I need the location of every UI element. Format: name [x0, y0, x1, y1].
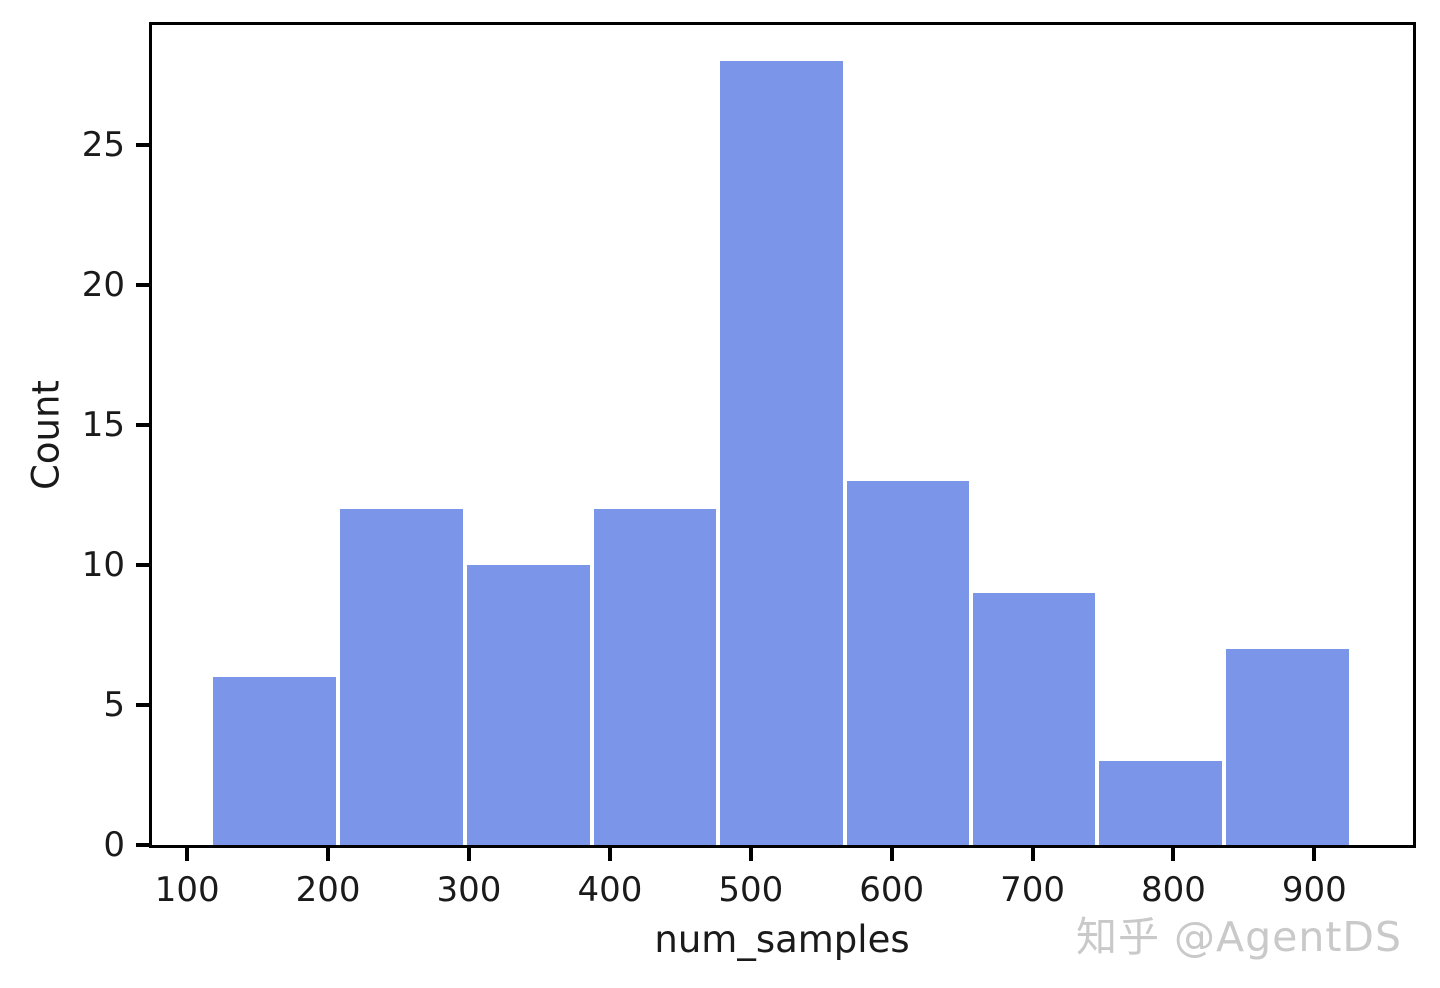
histogram-bar: [1099, 761, 1223, 845]
y-tick-label: 15: [81, 405, 125, 446]
watermark: 知乎 @AgentDS: [1076, 913, 1402, 961]
histogram-bar: [339, 509, 463, 845]
y-tick-mark: [136, 423, 149, 428]
x-tick-mark: [607, 848, 612, 861]
x-tick-label: 400: [577, 870, 643, 910]
y-tick-mark: [136, 283, 149, 288]
plot-area: 100 200 300 400 500 600 700 800 900 0 5 10 15 20 25: [82, 22, 1416, 907]
histogram-bar: [972, 593, 1096, 845]
y-tick-mark: [136, 843, 149, 847]
x-tick-mark: [1312, 848, 1317, 861]
y-axis-label: Count: [24, 380, 68, 490]
y-tick-label: 25: [81, 125, 125, 166]
histogram-bar: [213, 677, 336, 845]
x-tick-mark: [185, 848, 190, 861]
y-tick-mark: [136, 563, 149, 568]
x-tick-mark: [1030, 848, 1035, 861]
histogram-bar: [847, 481, 969, 845]
y-tick-mark: [136, 703, 149, 708]
x-tick-label: 100: [154, 870, 220, 910]
x-tick-label: 200: [295, 870, 361, 910]
y-tick-mark: [136, 143, 149, 148]
x-tick-mark: [1171, 848, 1176, 861]
histogram-bar: [720, 61, 844, 845]
x-tick-label: 500: [718, 870, 784, 910]
y-tick-label: 0: [103, 825, 125, 865]
histogram-bar: [593, 509, 717, 845]
x-tick-mark: [467, 848, 471, 861]
x-tick-mark: [326, 848, 331, 861]
x-tick-label: 300: [436, 870, 502, 910]
x-tick-label: 700: [1000, 870, 1066, 910]
x-tick-label: 600: [859, 870, 925, 910]
x-tick-mark: [889, 848, 894, 861]
x-tick-label: 900: [1281, 870, 1347, 910]
x-tick-label: 800: [1141, 870, 1206, 910]
y-tick-label: 20: [81, 265, 125, 306]
y-tick-label: 10: [81, 545, 125, 586]
x-tick-mark: [748, 848, 753, 861]
y-tick-label: 5: [103, 685, 125, 726]
histogram-bar: [466, 565, 590, 845]
x-axis-label: num_samples: [654, 918, 910, 961]
histogram-bar: [1226, 649, 1349, 845]
